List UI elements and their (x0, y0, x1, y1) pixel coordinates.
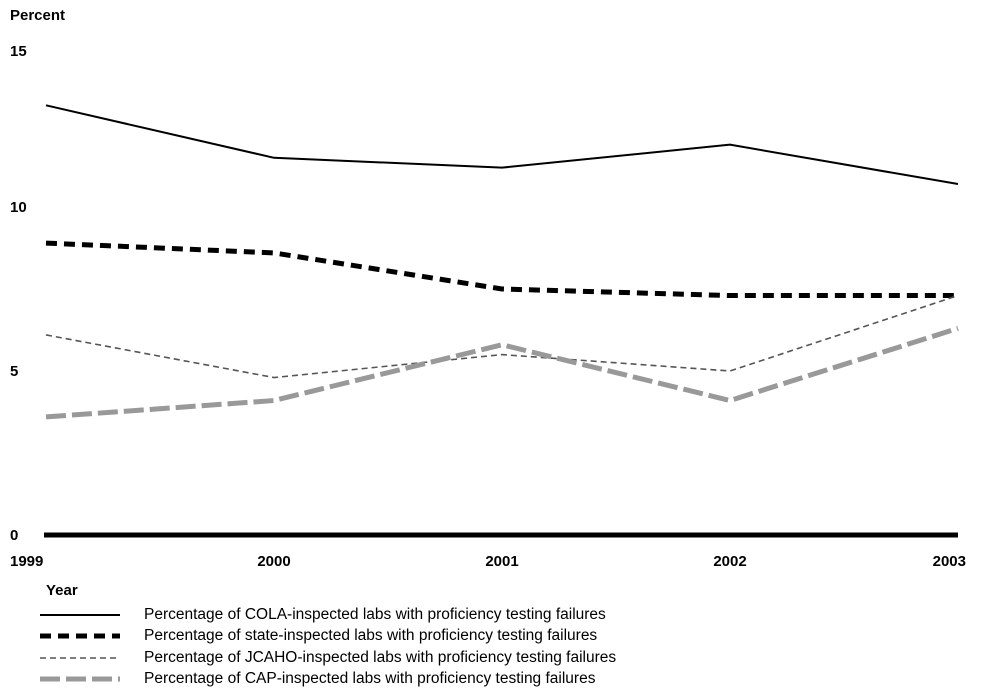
x-tick-label: 2000 (257, 553, 290, 570)
x-tick-label: 2002 (713, 553, 746, 570)
legend: Percentage of COLA-inspected labs with p… (34, 604, 754, 690)
legend-item: Percentage of JCAHO-inspected labs with … (34, 647, 754, 669)
y-tick-label: 0 (10, 527, 18, 544)
legend-swatch (40, 676, 120, 682)
series-lines (45, 104, 959, 420)
legend-label: Percentage of state-inspected labs with … (144, 627, 598, 645)
x-axis-label: Year (46, 582, 78, 599)
x-tick-label: 2003 (933, 553, 966, 570)
y-ticks: 0 5 10 15 (10, 43, 27, 544)
series-line-2 (45, 294, 959, 379)
y-tick-label: 5 (10, 363, 18, 380)
legend-label: Percentage of COLA-inspected labs with p… (144, 605, 606, 623)
x-ticks: 1999 2000 2001 2002 2003 (10, 553, 966, 570)
legend-item: Percentage of CAP-inspected labs with pr… (34, 669, 754, 691)
series-line-1 (45, 240, 958, 299)
legend-swatch (40, 613, 120, 616)
y-tick-label: 15 (10, 43, 27, 60)
x-tick-label: 1999 (10, 553, 43, 570)
y-axis-label: Percent (10, 7, 66, 24)
legend-label: Percentage of CAP-inspected labs with pr… (144, 670, 596, 688)
y-tick-label: 10 (10, 199, 27, 216)
legend-item: Percentage of state-inspected labs with … (34, 626, 754, 648)
legend-item: Percentage of COLA-inspected labs with p… (34, 604, 754, 626)
x-tick-label: 2001 (485, 553, 518, 570)
legend-swatch (40, 656, 120, 659)
legend-swatch (40, 633, 120, 639)
series-line-0 (45, 104, 959, 186)
legend-label: Percentage of JCAHO-inspected labs with … (144, 648, 617, 666)
